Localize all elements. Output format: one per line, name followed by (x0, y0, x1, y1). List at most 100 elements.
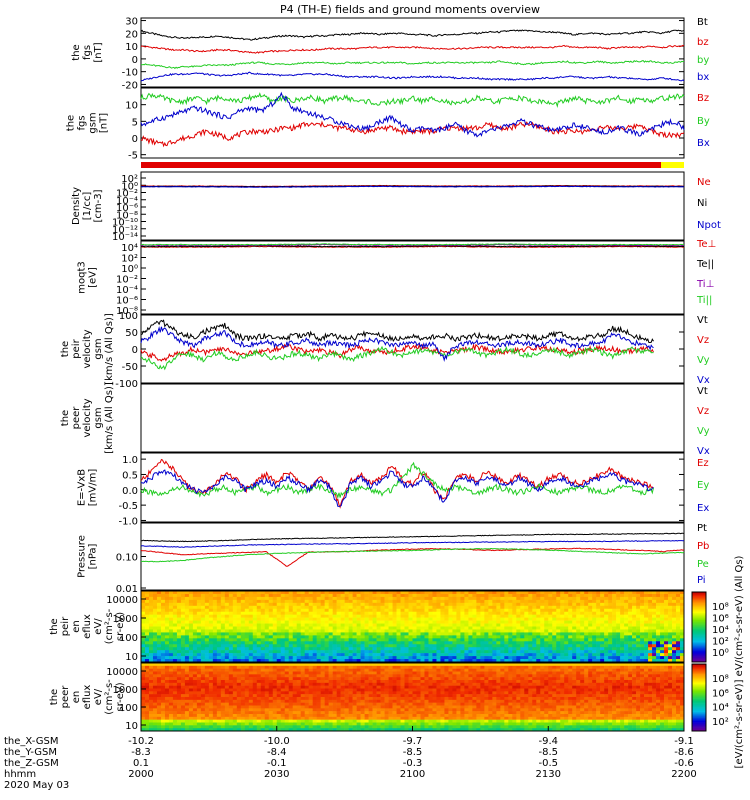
heatmap-cell (308, 708, 313, 712)
heatmap-cell (300, 635, 305, 639)
heatmap-cell (616, 629, 621, 633)
heatmap-cell (148, 605, 154, 610)
heatmap-cell (256, 591, 262, 595)
heatmap-cell (404, 611, 409, 615)
heatmap-cell (604, 641, 609, 645)
heatmap-cell (668, 626, 673, 630)
heatmap-cell (428, 614, 433, 618)
heatmap-cell (576, 608, 581, 613)
heatmap-cell (260, 719, 266, 723)
heatmap-cell (212, 635, 218, 639)
heatmap-cell (496, 629, 501, 633)
heatmap-cell (316, 728, 321, 732)
heatmap-cell (380, 680, 385, 684)
heatmap-cell (208, 611, 214, 615)
heatmap-cell (376, 682, 381, 686)
heatmap-cell (196, 705, 202, 709)
heatmap-cell (352, 614, 357, 618)
heatmap-cell (192, 668, 198, 672)
heatmap-cell (568, 632, 573, 636)
heatmap-cell (236, 671, 242, 675)
heatmap-cell (460, 629, 465, 633)
heatmap-cell (492, 632, 497, 636)
heatmap-cell (408, 611, 413, 615)
heatmap-cell (424, 629, 429, 633)
heatmap-cell (392, 656, 397, 660)
heatmap-cell (176, 708, 182, 712)
heatmap-cell (224, 691, 230, 695)
heatmap-cell (208, 635, 214, 639)
heatmap-cell (232, 708, 238, 712)
heatmap-cell (376, 632, 381, 636)
heatmap-cell (576, 611, 581, 615)
heatmap-cell (196, 719, 202, 723)
heatmap-cell (220, 691, 226, 695)
heatmap-cell (464, 599, 469, 604)
ytick-label: 0.5 (122, 470, 138, 481)
heatmap-cell (424, 641, 429, 645)
heatmap-cell (528, 659, 533, 663)
heatmap-cell (440, 591, 445, 595)
heatmap-cell (592, 611, 597, 615)
heatmap-cell (592, 617, 597, 621)
heatmap-cell (184, 691, 190, 695)
heatmap-cell (464, 623, 469, 627)
heatmap-cell (212, 653, 218, 657)
heatmap-cell (356, 641, 361, 645)
heatmap-cell (276, 632, 282, 636)
heatmap-cell (216, 659, 222, 663)
heatmap-cell (152, 665, 158, 669)
heatmap-cell (340, 668, 345, 672)
heatmap-cell (220, 716, 226, 720)
heatmap-cell (304, 617, 309, 621)
heatmap-cell (144, 674, 150, 678)
heatmap-cell (648, 599, 653, 604)
heatmap-cell (352, 722, 357, 726)
heatmap-cell (584, 632, 589, 636)
heatmap-cell (184, 694, 190, 698)
heatmap-cell (196, 668, 202, 672)
heatmap-cell (616, 614, 621, 618)
heatmap-cell (296, 650, 301, 654)
heatmap-cell (240, 691, 246, 695)
heatmap-cell (484, 608, 489, 613)
heatmap-cell (560, 644, 565, 648)
heatmap-cell (376, 708, 381, 712)
heatmap-cell (388, 602, 393, 607)
heatmap-cell (640, 635, 645, 639)
heatmap-cell (240, 614, 246, 618)
heatmap-cell (340, 632, 345, 636)
heatmap-cell (444, 653, 449, 657)
heatmap-cell (236, 626, 242, 630)
heatmap-cell (344, 608, 349, 613)
heatmap-cell (676, 605, 681, 610)
heatmap-cell (224, 623, 230, 627)
heatmap-cell (376, 728, 381, 732)
heatmap-cell (260, 647, 266, 651)
heatmap-cell (156, 722, 162, 726)
heatmap-cell (152, 663, 158, 667)
heatmap-cell (236, 659, 242, 663)
heatmap-cell (204, 722, 210, 726)
heatmap-cell (252, 644, 258, 648)
ylabel-line: (cm²-s- (104, 608, 115, 644)
heatmap-cell (228, 596, 234, 601)
heatmap-cell (288, 650, 294, 654)
heatmap-cell (220, 614, 226, 618)
heatmap-cell (276, 620, 282, 624)
heatmap-cell (428, 656, 433, 660)
heatmap-cell (492, 602, 497, 607)
heatmap-cell (388, 611, 393, 615)
heatmap-cell (564, 614, 569, 618)
heatmap-cell (336, 608, 341, 613)
heatmap-cell (168, 653, 174, 657)
heatmap-cell (576, 593, 581, 598)
heatmap-cell (408, 614, 413, 618)
heatmap-cell (436, 602, 441, 607)
heatmap-cell (212, 617, 218, 621)
heatmap-cell (148, 614, 154, 618)
heatmap-cell (584, 653, 589, 657)
heatmap-cell (148, 635, 154, 639)
heatmap-cell (176, 697, 182, 701)
heatmap-cell (272, 605, 278, 610)
